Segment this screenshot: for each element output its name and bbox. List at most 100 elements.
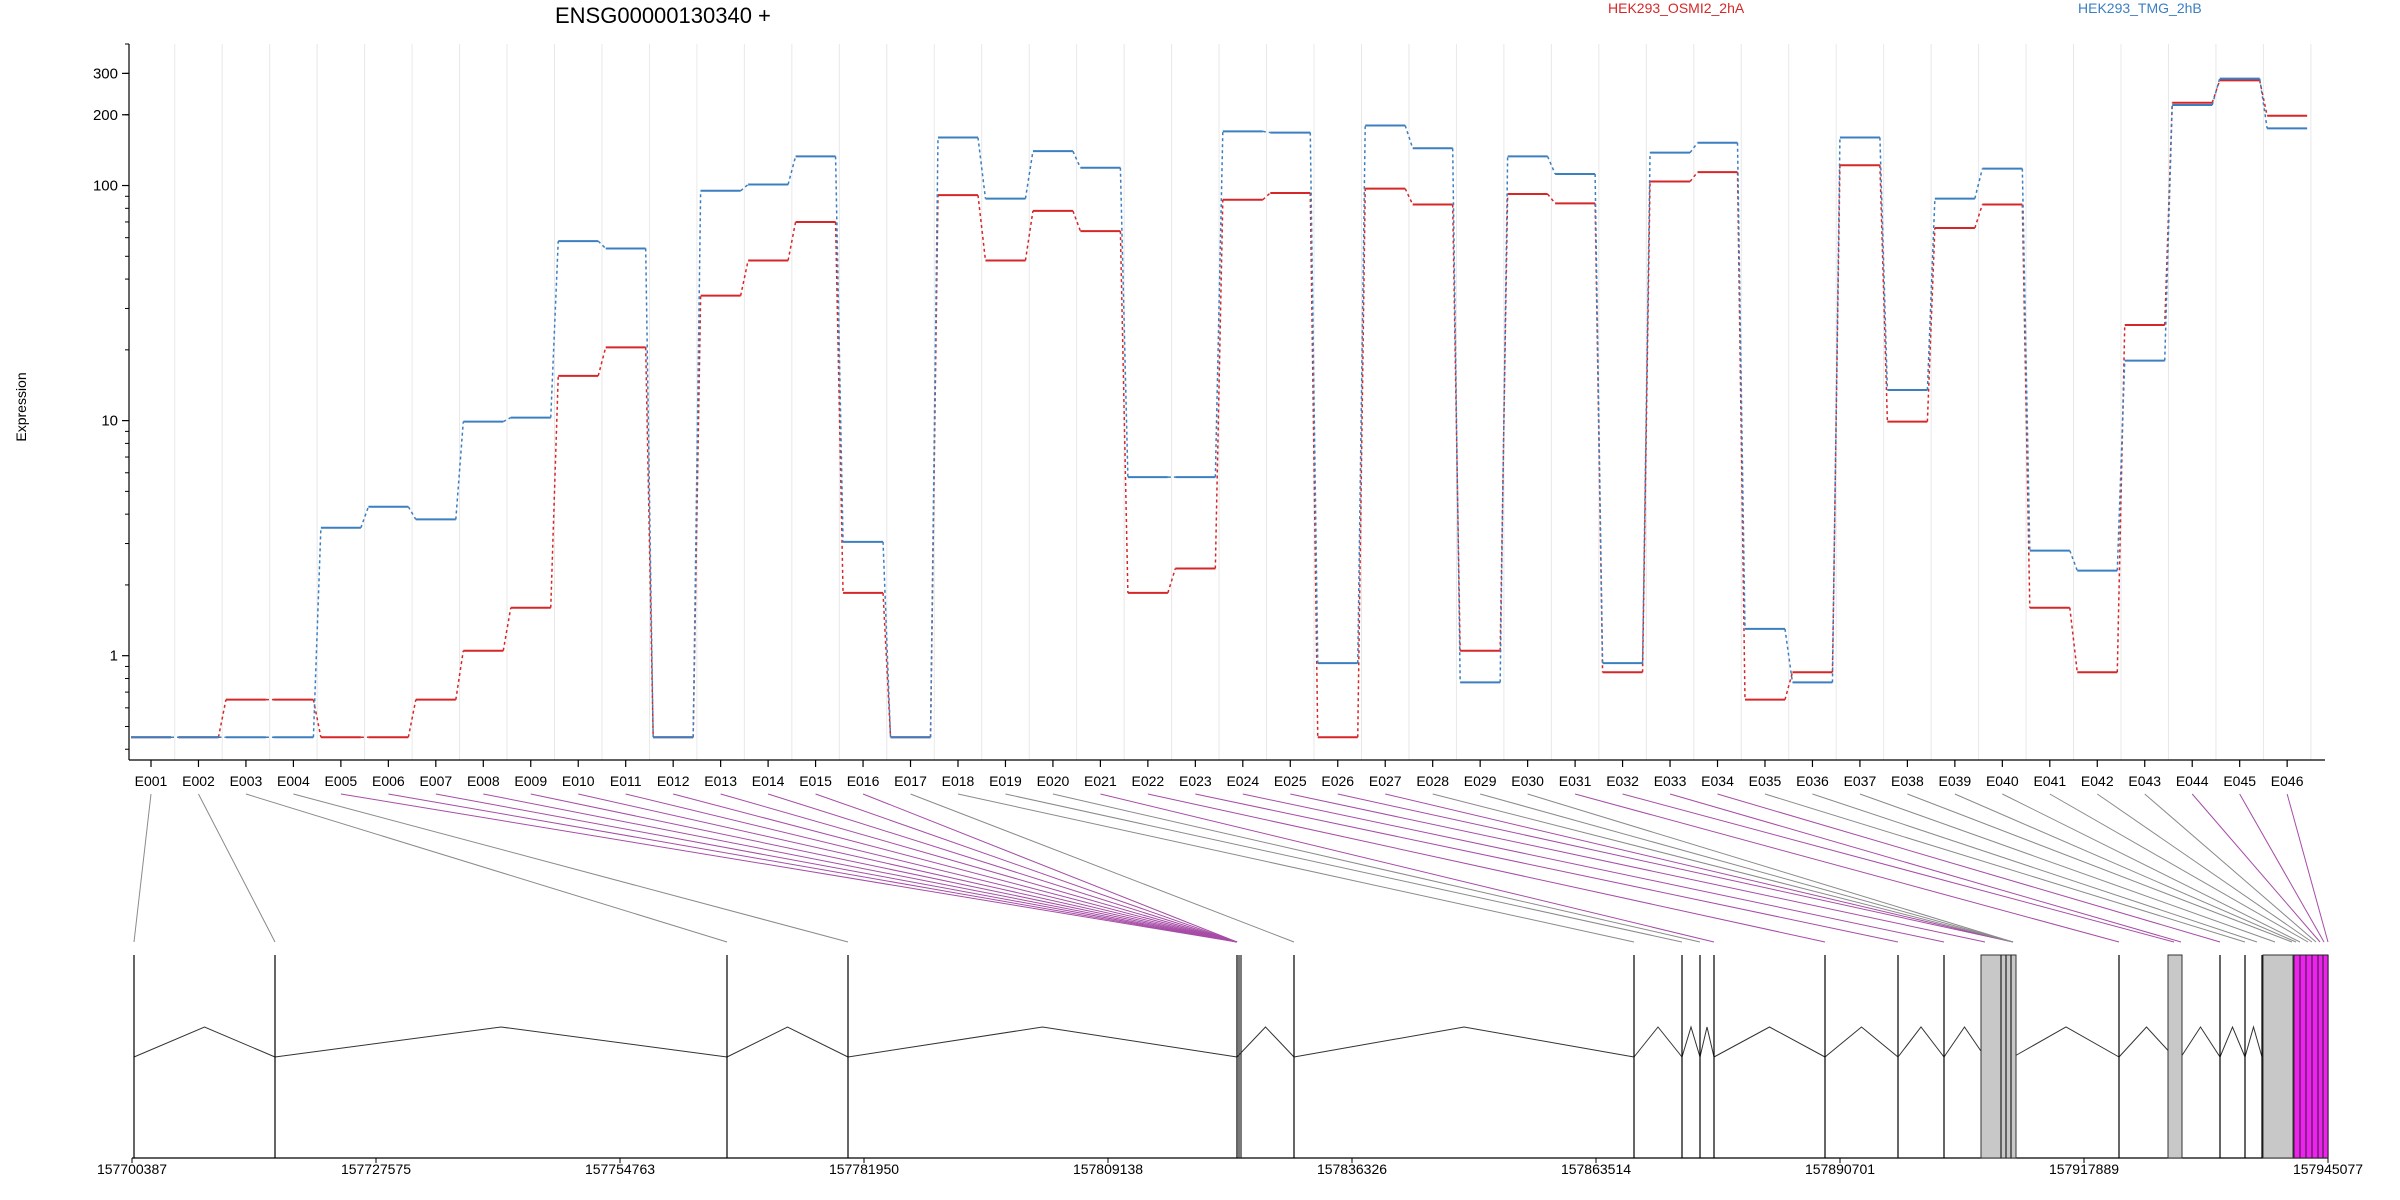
series-1-connector (740, 183, 749, 192)
exon-connector-e043 (2144, 793, 2317, 943)
series-0-connector (1262, 192, 1271, 201)
series-0-connector (2163, 102, 2173, 326)
series-1 (131, 77, 2308, 739)
exon-connector-e029 (1480, 793, 2014, 943)
coordinate-label: 157890701 (1805, 1161, 1875, 1177)
exon-connector-e020 (1052, 793, 1701, 943)
exon-label-e015: E015 (799, 773, 832, 789)
series-1-connector (834, 156, 844, 542)
intron (2118, 1026, 2175, 1058)
series-1-connector (1404, 125, 1414, 149)
series-0-connector (1974, 204, 1984, 229)
gene-model-track: 157700387 157727575 157754763 157781950 1578… (97, 954, 2363, 1177)
exon-label-e022: E022 (1132, 773, 1165, 789)
exon-label-e029: E029 (1464, 773, 1497, 789)
exon-label-e040: E040 (1986, 773, 2019, 789)
intron (1699, 1026, 1715, 1058)
series-0-connector (1547, 193, 1556, 204)
series-1-connector (1879, 137, 1889, 390)
series-0-connector (1167, 568, 1177, 594)
exon-connector-e001 (133, 793, 152, 943)
series-0-connector (1119, 231, 1129, 593)
exon-connector-e014 (767, 793, 1238, 943)
exon-label-e006: E006 (372, 773, 405, 789)
exon-connector-e018 (957, 793, 1635, 943)
coordinate-label: 157945077 (2293, 1161, 2363, 1177)
exon-connector-e004 (293, 793, 849, 943)
series-0-connector (1689, 171, 1699, 182)
exon-connector-e010 (578, 793, 1238, 943)
coordinate-label: 157781950 (829, 1161, 899, 1177)
exon-label-e036: E036 (1796, 773, 1829, 789)
series-0-connector (1736, 172, 1746, 700)
series-0-connector (2021, 204, 2031, 608)
series-0-connector (1404, 188, 1414, 205)
series-0-connector (787, 221, 797, 261)
exon-connector-e032 (1622, 793, 2175, 943)
series-1-connector (455, 421, 465, 520)
intron (1633, 1026, 1683, 1058)
series-1-connector (1784, 628, 1794, 683)
series-1-connector (312, 527, 322, 738)
exon-connectors (133, 793, 2329, 943)
series-0-connector (644, 347, 654, 738)
exon-connector-e011 (625, 793, 1238, 943)
exon-connector-e027 (1385, 793, 2014, 943)
series-0-connector (217, 699, 227, 738)
series-1-connector (1024, 151, 1034, 199)
series-1-connector (2258, 78, 2268, 129)
intron (1824, 1026, 1899, 1058)
intron (1236, 1026, 1295, 1058)
exon-label-e042: E042 (2081, 773, 2114, 789)
series-1-connector (502, 416, 512, 423)
series-0-connector (597, 347, 607, 377)
series-0-connector (455, 650, 465, 700)
series-0-connector (1357, 188, 1366, 738)
series-1-connector (977, 137, 987, 199)
series-1-connector (2021, 168, 2031, 551)
coordinate-label: 157863514 (1561, 1161, 1631, 1177)
exon-label-e038: E038 (1891, 773, 1924, 789)
exon-label-e016: E016 (847, 773, 880, 789)
intron (2180, 1026, 2221, 1058)
coordinate-label: 157727575 (341, 1161, 411, 1177)
exon-block (1980, 954, 2017, 1159)
series-1-connector (1309, 132, 1319, 664)
y-tick-label: 100 (93, 178, 118, 195)
series-1-connector (2163, 105, 2173, 361)
exon-connector-e033 (1669, 793, 2182, 943)
exon-connector-e028 (1432, 793, 2014, 943)
series-1-connector (1831, 137, 1841, 683)
exon-connector-e035 (1764, 793, 2246, 943)
exon-connector-e008 (483, 793, 1238, 943)
y-axis-label: Expression (13, 372, 29, 441)
series-1-connector (2116, 360, 2126, 571)
series-1-connector (407, 506, 417, 520)
exon-connector-e016 (862, 793, 1238, 943)
series-0-connector (834, 221, 844, 593)
exon-label-e041: E041 (2033, 773, 2066, 789)
exon-label-e025: E025 (1274, 773, 1307, 789)
chart-title: ENSG00000130340 + (555, 3, 771, 28)
intron (274, 1026, 728, 1058)
series-0-connector (2069, 607, 2079, 673)
series-layer (131, 77, 2308, 739)
exon-label-e026: E026 (1321, 773, 1354, 789)
exon-connector-e015 (815, 793, 1238, 943)
series-0-connector (882, 592, 892, 738)
series-1-connector (1641, 152, 1651, 664)
series-0-connector (1879, 165, 1889, 422)
vertical-gridlines (174, 44, 2312, 760)
exon-label-e005: E005 (325, 773, 358, 789)
exon-connector-e005 (340, 793, 1238, 943)
series-1-connector (1689, 142, 1699, 154)
intron (2244, 1025, 2263, 1058)
exon-connector-e036 (1812, 793, 2258, 943)
intron (1943, 1026, 1986, 1058)
intron (1713, 1026, 1826, 1058)
exon-connector-e038 (1907, 793, 2293, 943)
exon-connector-e013 (720, 793, 1238, 943)
exon-connector-e026 (1337, 793, 2014, 943)
exon-label-e003: E003 (230, 773, 263, 789)
series-0-connector (1451, 204, 1461, 651)
